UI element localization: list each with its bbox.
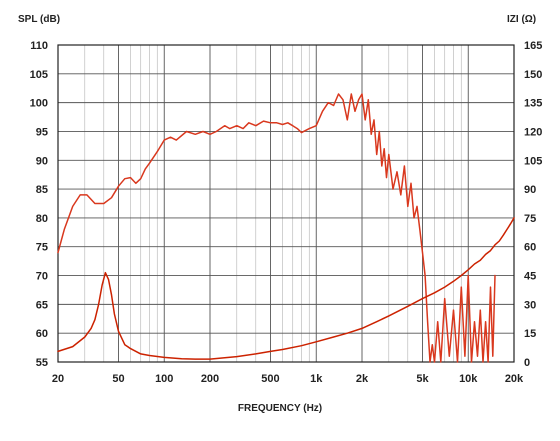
series-layer (57, 93, 515, 363)
y-tick-label: 80 (36, 213, 48, 225)
y2-axis-title: IZI (Ω) (507, 14, 536, 25)
x-tick-label: 50 (112, 373, 124, 385)
tick-labels: 55 60 65 70 75 80 85 90 95 100 105 110 0 15 30 45 60 75 90… (30, 40, 543, 385)
impedance-curve (57, 217, 515, 360)
y2-tick-label: 45 (524, 271, 536, 283)
y2-tick-label: 120 (524, 126, 542, 138)
y-tick-label: 90 (36, 155, 48, 167)
y2-tick-label: 150 (524, 69, 542, 81)
y-tick-label: 60 (36, 328, 48, 340)
y2-tick-label: 15 (524, 328, 536, 340)
x-tick-label: 100 (155, 373, 173, 385)
y2-tick-label: 0 (524, 357, 530, 369)
y-tick-label: 110 (30, 40, 48, 52)
x-tick-label: 20k (505, 373, 524, 385)
plot-frame (57, 44, 515, 363)
spl-curve (57, 93, 496, 363)
y2-tick-label: 165 (524, 40, 542, 52)
y-tick-label: 85 (36, 184, 48, 196)
x-tick-label: 1k (310, 373, 323, 385)
y2-tick-label: 75 (524, 213, 536, 225)
y2-tick-label: 30 (524, 299, 536, 311)
y-tick-label: 95 (36, 126, 48, 138)
x-tick-label: 10k (459, 373, 478, 385)
x-tick-label: 500 (261, 373, 279, 385)
y-tick-label: 105 (30, 69, 48, 81)
y-tick-label: 55 (36, 357, 48, 369)
y2-tick-label: 105 (524, 155, 542, 167)
y-tick-label: 100 (30, 98, 48, 110)
x-axis-title: FREQUENCY (Hz) (238, 403, 322, 414)
y-axis-title: SPL (dB) (18, 14, 60, 25)
x-tick-label: 200 (201, 373, 219, 385)
y2-tick-label: 60 (524, 242, 536, 254)
y2-tick-label: 135 (524, 98, 542, 110)
y-tick-label: 65 (36, 299, 48, 311)
y-tick-label: 70 (36, 271, 48, 283)
x-tick-label: 20 (52, 373, 64, 385)
x-tick-label: 2k (356, 373, 369, 385)
y-tick-label: 75 (36, 242, 48, 254)
y2-tick-label: 90 (524, 184, 536, 196)
x-tick-label: 5k (416, 373, 429, 385)
